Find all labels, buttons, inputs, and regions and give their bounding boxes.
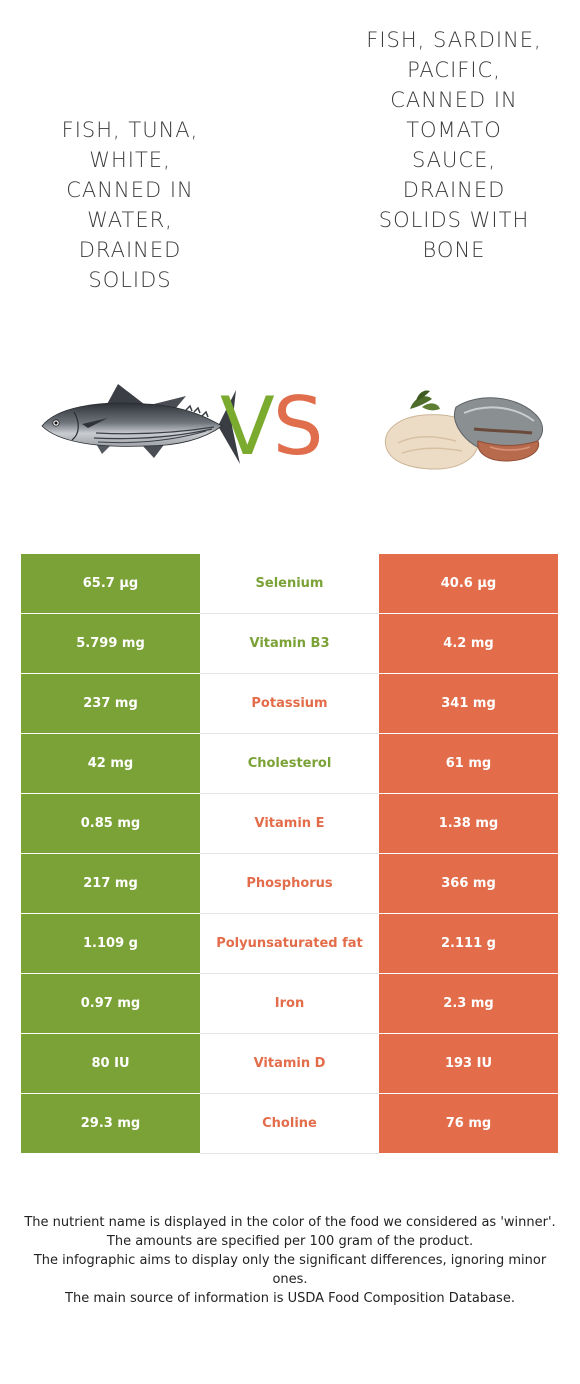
left-food-value: 80 IU [21,1034,200,1093]
nutrient-table: 65.7 µg Selenium 40.6 µg 5.799 mg Vitamin B3… [21,554,558,1154]
nutrient-row: 65.7 µg Selenium 40.6 µg [21,554,558,614]
row-divider [200,973,379,974]
right-food-value: 40.6 µg [379,554,558,613]
row-divider [200,913,379,914]
left-food-value: 42 mg [21,734,200,793]
nutrient-row: 0.97 mg Iron 2.3 mg [21,974,558,1034]
left-food-value: 65.7 µg [21,554,200,613]
footer-line-aims: The infographic aims to display only the… [33,1253,547,1287]
right-food-value: 366 mg [379,854,558,913]
nutrient-row: 42 mg Cholesterol 61 mg [21,734,558,794]
left-food-value: 0.85 mg [21,794,200,853]
nutrient-row: 1.109 g Polyunsaturated fat 2.111 g [21,914,558,974]
right-food-value: 61 mg [379,734,558,793]
nutrient-row: 237 mg Potassium 341 mg [21,674,558,734]
nutrient-name: Vitamin D [200,1034,379,1093]
row-divider [200,1153,379,1154]
nutrient-row: 80 IU Vitamin D 193 IU [21,1034,558,1094]
right-food-title: FISH, SARDINE, PACIFIC, CANNED IN TOMATO… [366,28,542,262]
nutrient-name: Iron [200,974,379,1033]
row-divider [200,1093,379,1094]
row-divider [200,1033,379,1034]
left-food-value: 237 mg [21,674,200,733]
left-food-value: 217 mg [21,854,200,913]
right-food-value: 2.3 mg [379,974,558,1033]
row-divider [200,613,379,614]
vs-label: VS [220,380,324,473]
left-food-value: 0.97 mg [21,974,200,1033]
left-food-value: 29.3 mg [21,1094,200,1153]
nutrient-row: 217 mg Phosphorus 366 mg [21,854,558,914]
nutrient-name: Vitamin B3 [200,614,379,673]
tuna-image [41,384,240,464]
footer-line-winner: The nutrient name is displayed in the co… [24,1215,556,1230]
nutrient-name: Cholesterol [200,734,379,793]
footer-line-amounts: The amounts are specified per 100 gram o… [106,1234,474,1249]
sardine-image [384,390,543,470]
nutrient-name: Phosphorus [200,854,379,913]
right-food-value: 4.2 mg [379,614,558,673]
right-food-value: 341 mg [379,674,558,733]
right-food-value: 1.38 mg [379,794,558,853]
nutrient-name: Polyunsaturated fat [200,914,379,973]
left-food-title: FISH, TUNA, WHITE, CANNED IN WATER, DRAI… [61,118,199,292]
nutrient-row: 5.799 mg Vitamin B3 4.2 mg [21,614,558,674]
footer-line-source: The main source of information is USDA F… [65,1291,515,1306]
row-divider [200,793,379,794]
row-divider [200,853,379,854]
nutrient-name: Choline [200,1094,379,1153]
nutrient-name: Vitamin E [200,794,379,853]
row-divider [200,673,379,674]
right-food-value: 193 IU [379,1034,558,1093]
nutrient-name: Selenium [200,554,379,613]
row-divider [200,733,379,734]
footer-notes: The nutrient name is displayed in the co… [18,1213,562,1308]
vs-s-letter: S [272,380,324,473]
right-food-value: 76 mg [379,1094,558,1153]
nutrient-name: Potassium [200,674,379,733]
vs-v-letter: V [220,380,275,473]
left-food-value: 1.109 g [21,914,200,973]
right-food-value: 2.111 g [379,914,558,973]
nutrient-row: 0.85 mg Vitamin E 1.38 mg [21,794,558,854]
left-food-value: 5.799 mg [21,614,200,673]
nutrient-row: 29.3 mg Choline 76 mg [21,1094,558,1154]
